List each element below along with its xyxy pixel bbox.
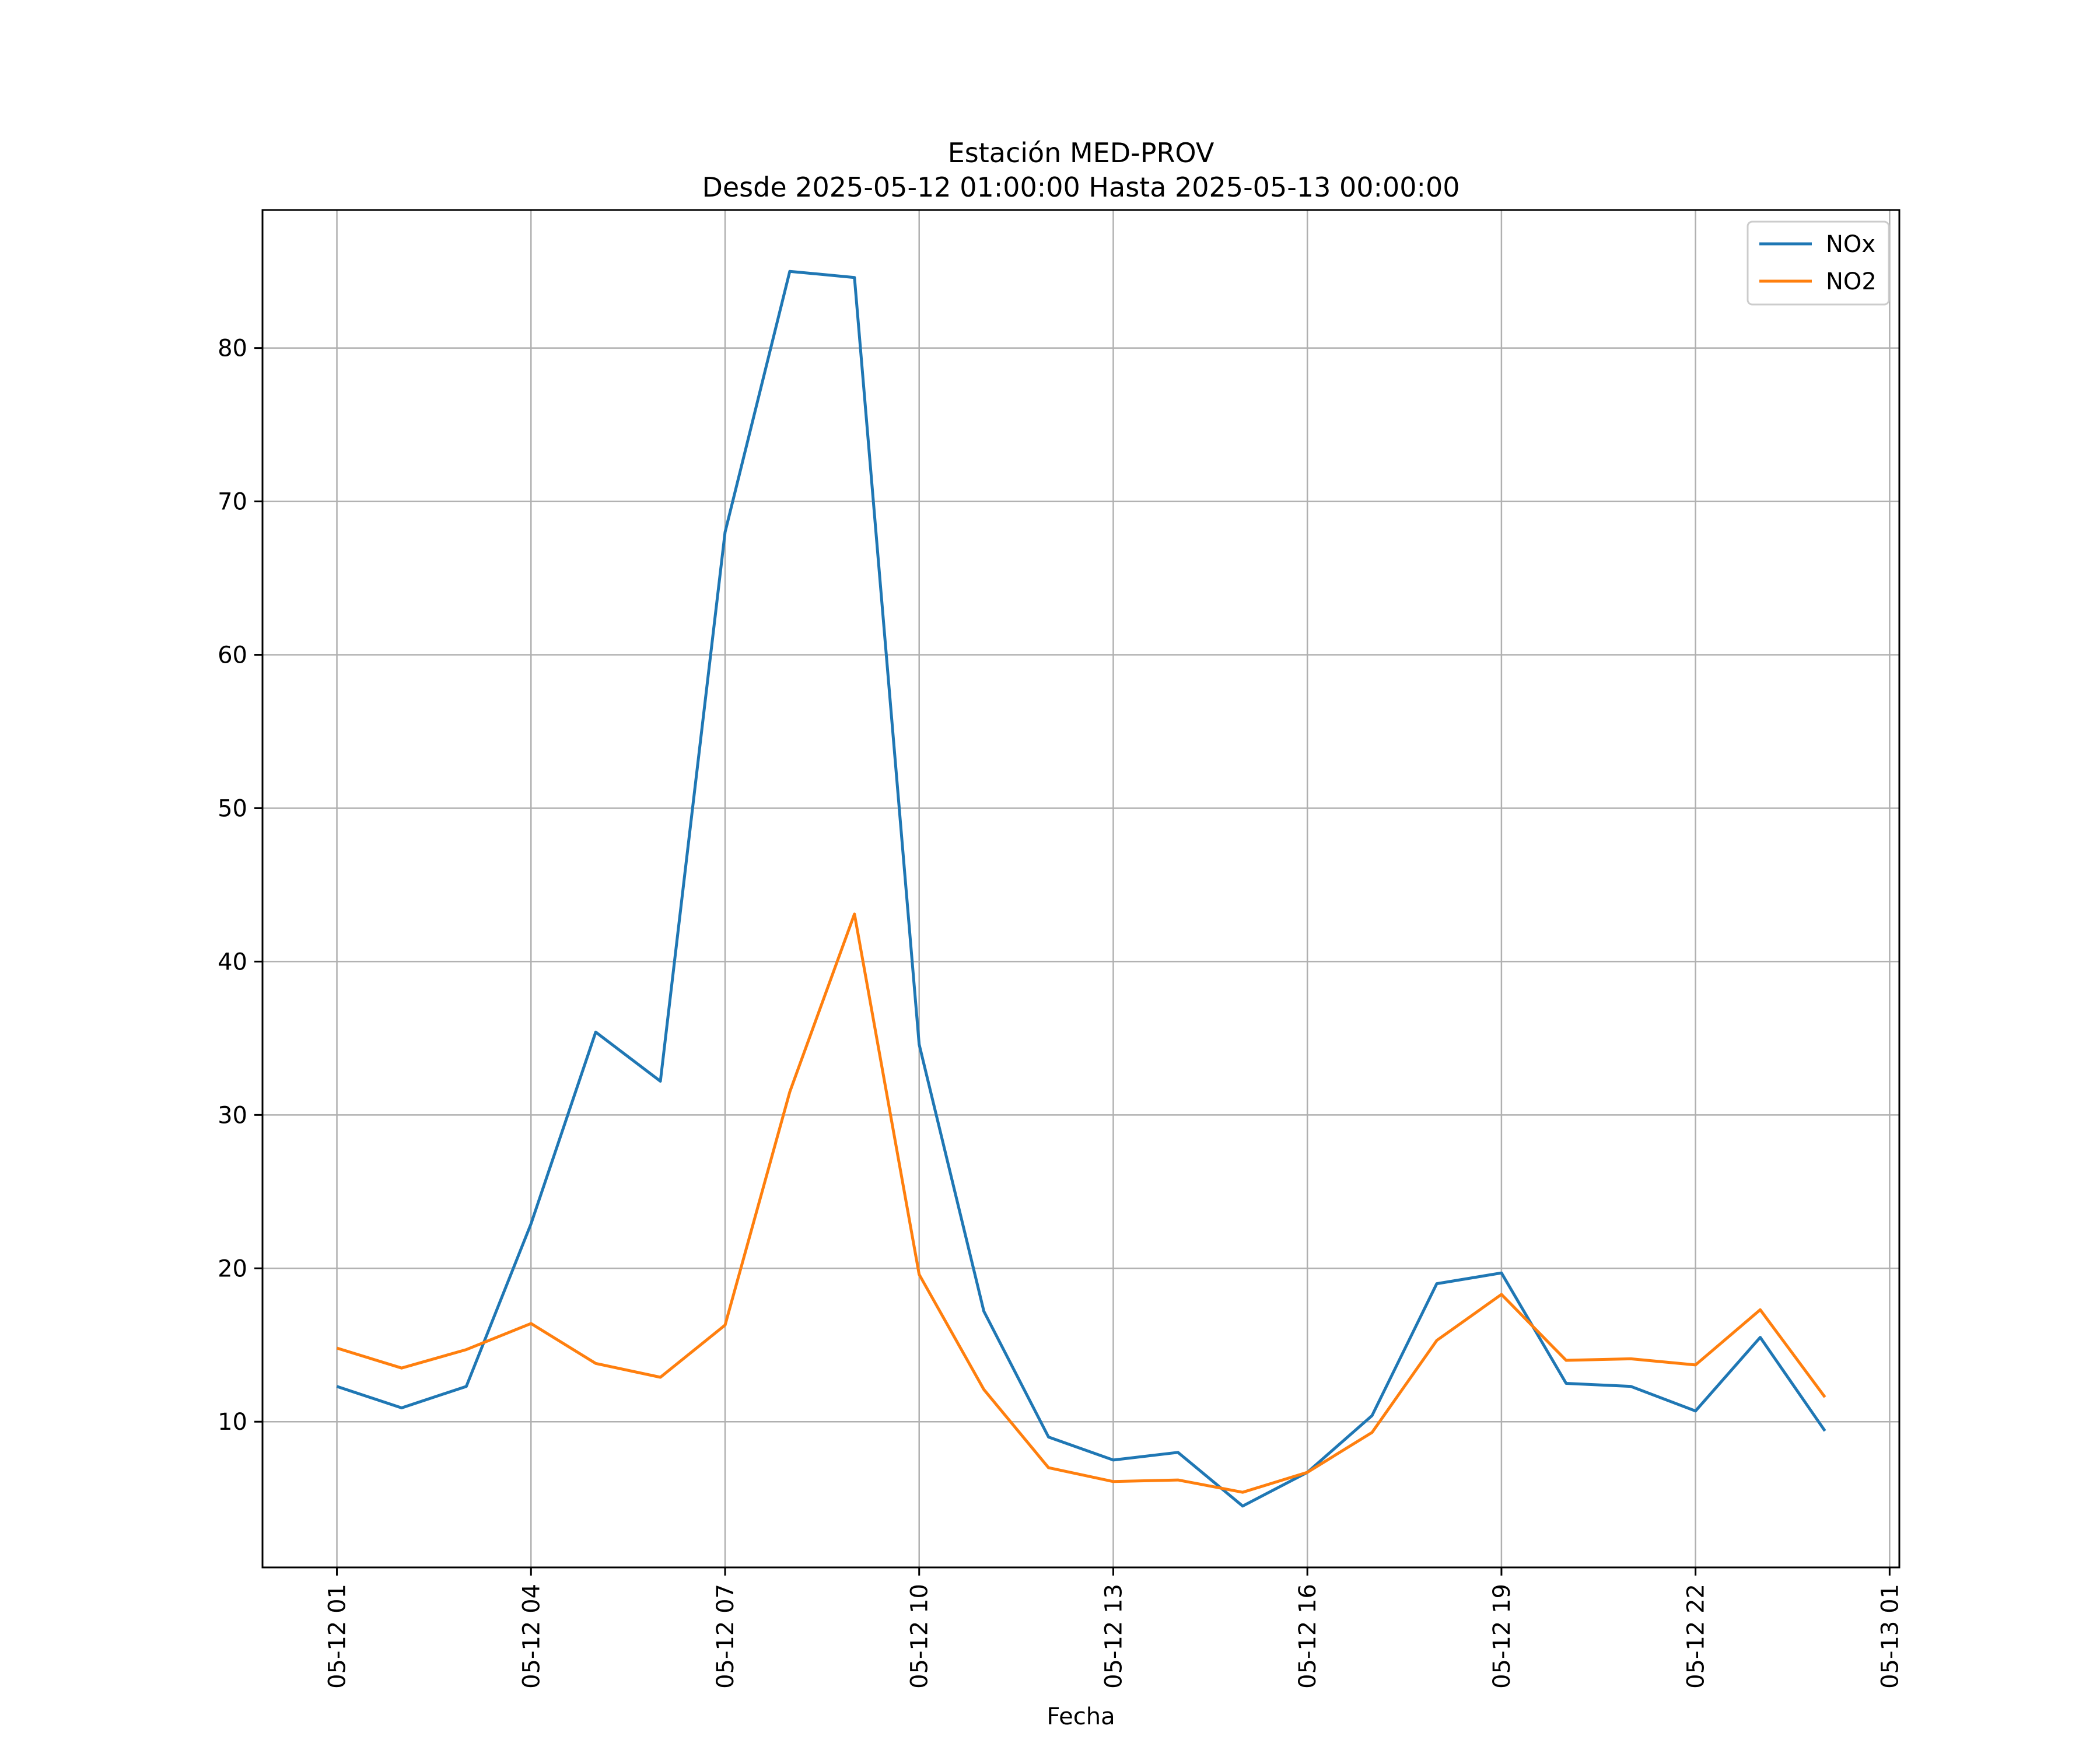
legend: NOx NO2 (1746, 220, 1890, 306)
x-tick-label: 05-12 07 (712, 1584, 739, 1689)
x-axis-label: Fecha (1046, 1703, 1115, 1730)
legend-label-no2: NO2 (1826, 268, 1877, 295)
chart-title: Estación MED-PROV (948, 137, 1214, 169)
y-tick-label: 20 (218, 1255, 247, 1282)
y-tick-label: 30 (218, 1102, 247, 1129)
series-layer (336, 270, 1826, 1508)
x-tick-label: 05-12 19 (1489, 1584, 1516, 1689)
grid (262, 210, 1899, 1567)
ticks: 05-12 01 05-12 04 05-12 07 05-12 10 05-12 13… (218, 335, 1903, 1689)
x-tick-label: 05-12 13 (1100, 1584, 1127, 1689)
x-tick-label: 05-13 01 (1877, 1584, 1903, 1689)
x-tick-label: 05-12 04 (518, 1584, 545, 1689)
legend-label-nox: NOx (1826, 231, 1875, 258)
series-line-no2 (336, 912, 1826, 1494)
y-tick-label: 60 (218, 642, 247, 669)
y-tick-label: 40 (218, 949, 247, 975)
y-tick-label: 70 (218, 489, 247, 516)
x-tick-label: 05-12 01 (324, 1584, 351, 1689)
x-tick-label: 05-12 22 (1683, 1584, 1710, 1689)
x-tick-label: 05-12 10 (907, 1584, 933, 1689)
y-tick-label: 10 (218, 1409, 247, 1436)
y-tick-label: 80 (218, 335, 247, 362)
x-tick-label: 05-12 16 (1294, 1584, 1321, 1689)
y-tick-label: 50 (218, 795, 247, 822)
plot-frame (261, 209, 1901, 1569)
series-line-nox (336, 270, 1826, 1508)
chart-subtitle: Desde 2025-05-12 01:00:00 Hasta 2025-05-… (702, 172, 1460, 203)
